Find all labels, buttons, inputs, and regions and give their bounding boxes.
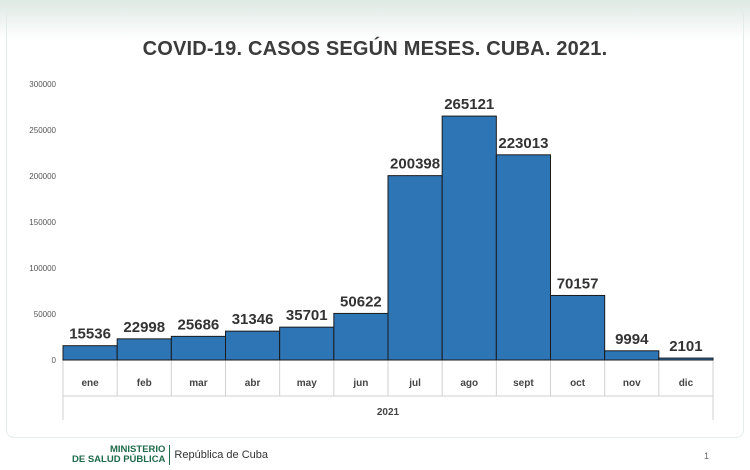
data-label: 223013: [498, 135, 548, 152]
x-tick-label: sept: [513, 378, 534, 389]
bar-sept: [495, 154, 552, 361]
data-label: 70157: [557, 275, 599, 292]
x-tick-label: ago: [460, 378, 478, 389]
data-label: 25686: [178, 316, 220, 333]
y-tick-label: 100000: [29, 264, 56, 273]
page-number: 1: [704, 451, 710, 461]
bar-jun: [333, 312, 389, 361]
bar-abr: [225, 330, 281, 361]
ministry-line-2: DE SALUD PÚBLICA: [72, 454, 166, 465]
ministry-logo-text: MINISTERIO DE SALUD PÚBLICA: [72, 444, 171, 465]
y-tick-label: 300000: [29, 80, 56, 89]
x-axis-label: 2021: [377, 407, 400, 418]
data-label: 22998: [123, 319, 165, 336]
data-label: 31346: [232, 311, 274, 328]
bar-mar: [170, 335, 226, 361]
x-tick-label: jul: [408, 378, 421, 389]
bar-ago: [441, 115, 497, 361]
data-label: 35701: [286, 307, 328, 324]
bar-may: [279, 326, 335, 361]
x-tick-label: mar: [189, 378, 207, 389]
x-tick-label: may: [297, 378, 317, 389]
x-tick-label: oct: [570, 378, 586, 389]
footer: MINISTERIO DE SALUD PÚBLICA República de…: [72, 443, 268, 467]
x-tick-label: dic: [679, 378, 694, 389]
republic-label: República de Cuba: [174, 449, 268, 461]
data-label: 50622: [340, 293, 382, 310]
bar-ene: [62, 345, 118, 361]
bar-dic: [658, 357, 714, 361]
data-label: 9994: [615, 331, 649, 348]
y-tick-label: 0: [52, 356, 57, 365]
slide-frame: [6, 6, 744, 438]
data-label: 2101: [669, 338, 702, 355]
x-tick-label: nov: [623, 378, 641, 389]
data-label: 15536: [69, 326, 111, 343]
x-tick-label: feb: [137, 378, 152, 389]
y-tick-label: 200000: [29, 172, 56, 181]
bar-nov: [604, 350, 660, 361]
x-tick-label: abr: [245, 378, 261, 389]
y-tick-label: 150000: [29, 218, 56, 227]
ministry-line-1: MINISTERIO: [110, 444, 166, 455]
bar-jul: [387, 175, 443, 361]
data-label: 200398: [390, 156, 440, 173]
x-tick-label: ene: [81, 378, 99, 389]
x-tick-label: jun: [352, 378, 368, 389]
bar-feb: [116, 338, 172, 361]
y-tick-label: 250000: [29, 126, 56, 135]
chart-title: COVID-19. CASOS SEGÚN MESES. CUBA. 2021.: [142, 38, 608, 60]
y-tick-label: 50000: [34, 310, 57, 319]
bar-oct: [550, 294, 606, 361]
data-label: 265121: [444, 96, 494, 113]
